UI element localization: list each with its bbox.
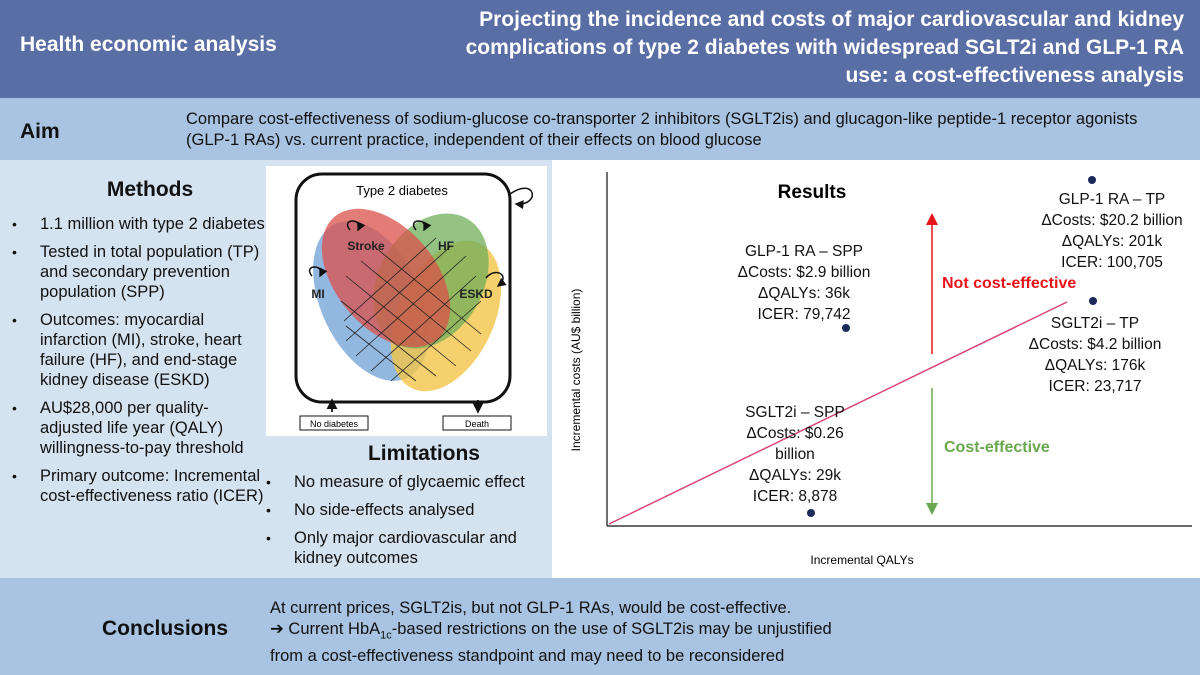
header-bar <box>0 0 1200 98</box>
aim-label: Aim <box>20 120 60 143</box>
methods-item: • AU$28,000 per quality-adjusted life yea… <box>12 399 244 457</box>
aim-band <box>0 98 1200 160</box>
methods-list: • 1.1 million with type 2 diabetes • Teste… <box>12 214 266 514</box>
data-point-label: ICER: 79,742 <box>757 306 850 323</box>
arrow-icon: ➔ <box>270 620 284 638</box>
limitations-item: • No side-effects analysed <box>266 501 475 519</box>
aim-text: Compare cost-effectiveness of sodium-glu… <box>186 110 1138 149</box>
data-point-label: GLP-1 RA – TP <box>1059 191 1166 208</box>
data-point-label: ΔQALYs: 176k <box>1045 357 1146 374</box>
conclusions-label: Conclusions <box>102 617 229 640</box>
data-point-label: ΔQALYs: 29k <box>749 467 841 484</box>
data-point <box>1088 176 1096 184</box>
data-point-label: ΔQALYs: 201k <box>1062 233 1163 250</box>
transition-lines <box>340 237 482 382</box>
results-chart: Results Incremental costs (AU$ billion) … <box>569 172 1192 567</box>
threshold-line <box>608 301 1068 525</box>
stroke-ellipse <box>321 208 451 348</box>
section-label: Health economic analysis <box>20 33 277 56</box>
bullet-icon: • <box>266 474 271 490</box>
eskd-label: ESKD <box>459 287 493 301</box>
bullet-icon: • <box>12 312 17 328</box>
bullet-icon: • <box>12 400 17 416</box>
self-loop-arrow <box>509 187 533 210</box>
methods-item: • 1.1 million with type 2 diabetes <box>12 215 265 233</box>
conclusions-line-3: from a cost-effectiveness standpoint and… <box>270 647 785 666</box>
limitations-item: • Only major cardiovascular and kidney ou… <box>266 529 517 567</box>
data-point <box>842 324 850 332</box>
conclusions-line-1: At current prices, SGLT2is, but not GLP-… <box>270 599 792 617</box>
eskd-self-loop-arrow <box>485 271 507 287</box>
data-point-label: ICER: 8,878 <box>753 488 837 505</box>
bullet-icon: • <box>266 502 271 518</box>
data-points: GLP-1 RA – TP ΔCosts: $20.2 billion ΔQALYs… <box>738 176 1183 517</box>
data-point-label: ΔCosts: $2.9 billion <box>738 264 871 281</box>
data-point-label: GLP-1 RA – SPP <box>745 243 863 260</box>
bullet-icon: • <box>12 244 17 260</box>
diabetes-title: Type 2 diabetes <box>356 183 448 198</box>
data-point-label: SGLT2i – TP <box>1051 315 1139 332</box>
methods-title: Methods <box>106 178 194 201</box>
results-panel: Results Incremental costs (AU$ billion) … <box>552 160 1200 578</box>
bullet-icon: • <box>12 468 17 484</box>
data-point-label: ΔCosts: $0.26 <box>746 425 843 442</box>
limitations-item: • No measure of glycaemic effect <box>266 473 525 491</box>
bullet-icon: • <box>266 530 271 546</box>
no-diabetes-box <box>299 415 369 431</box>
bullet-icon: • <box>12 216 17 232</box>
death-box <box>442 415 512 431</box>
conclusions-band <box>0 578 1200 675</box>
limitations-title: Limitations <box>367 442 480 465</box>
mi-self-loop-arrow <box>308 266 328 278</box>
data-point <box>807 509 815 517</box>
data-point-label: billion <box>775 446 815 463</box>
no-diabetes-label: No diabetes <box>310 419 359 429</box>
hf-self-loop-arrow <box>412 220 432 232</box>
hf-label: HF <box>438 239 454 253</box>
conclusions-text: At current prices, SGLT2is, but not GLP-… <box>270 598 1170 667</box>
data-point <box>1089 297 1097 305</box>
mi-label: MI <box>311 287 324 301</box>
data-point-label: ΔQALYs: 36k <box>758 285 850 302</box>
cost-effective-label: Cost-effective <box>944 439 1050 456</box>
data-point-label: ΔCosts: $20.2 billion <box>1041 212 1182 229</box>
data-point-label: ICER: 23,717 <box>1048 378 1141 395</box>
data-point-label: ΔCosts: $4.2 billion <box>1029 336 1162 353</box>
stroke-label: Stroke <box>347 239 385 253</box>
y-axis-label: Incremental costs (AU$ billion) <box>569 289 583 452</box>
x-axis-label: Incremental QALYs <box>810 553 913 567</box>
page-title: Projecting the incidence and costs of ma… <box>465 8 1184 87</box>
stroke-self-loop-arrow <box>346 220 366 232</box>
data-point-label: SGLT2i – SPP <box>745 404 845 421</box>
not-cost-effective-label: Not cost-effective <box>942 275 1076 292</box>
death-label: Death <box>465 419 489 429</box>
methods-item: • Tested in total population (TP) and sec… <box>12 243 260 301</box>
model-diagram: Type 2 diabetes Stroke HF MI ESKD No dia… <box>266 166 547 436</box>
methods-item: • Outcomes: myocardial infarction (MI), s… <box>12 311 242 389</box>
data-point-label: ICER: 100,705 <box>1061 254 1163 271</box>
model-diagram-svg: Type 2 diabetes Stroke HF MI ESKD No dia… <box>294 172 533 431</box>
methods-item: • Primary outcome: Incremental cost-effec… <box>12 467 264 505</box>
conclusions-line-2: ➔ Current HbA1c-based restrictions on th… <box>270 620 832 642</box>
results-title: Results <box>778 182 847 203</box>
limitations-list: • No measure of glycaemic effect • No side… <box>266 472 548 576</box>
